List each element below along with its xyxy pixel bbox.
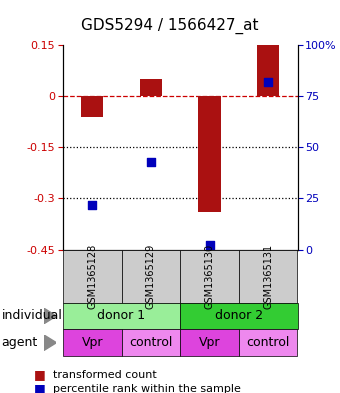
Text: GSM1365128: GSM1365128 <box>87 243 97 309</box>
Text: GSM1365131: GSM1365131 <box>263 244 273 309</box>
Text: GSM1365129: GSM1365129 <box>146 243 156 309</box>
Text: agent: agent <box>2 336 38 349</box>
Bar <box>198 96 221 212</box>
Polygon shape <box>44 335 56 351</box>
Point <box>89 202 95 208</box>
Bar <box>140 79 162 96</box>
Text: Vpr: Vpr <box>199 336 220 349</box>
Text: percentile rank within the sample: percentile rank within the sample <box>53 384 241 393</box>
Text: control: control <box>246 336 290 349</box>
Bar <box>257 45 279 96</box>
Text: donor 1: donor 1 <box>98 309 146 323</box>
Text: donor 2: donor 2 <box>215 309 263 323</box>
Text: ■: ■ <box>34 382 46 393</box>
Point <box>148 158 154 165</box>
Text: transformed count: transformed count <box>53 369 156 380</box>
Polygon shape <box>44 308 56 324</box>
Point <box>207 242 212 249</box>
Text: control: control <box>129 336 173 349</box>
Point <box>266 79 271 85</box>
Text: GDS5294 / 1566427_at: GDS5294 / 1566427_at <box>81 18 259 34</box>
Text: individual: individual <box>2 309 63 323</box>
Bar <box>81 96 103 117</box>
Text: ■: ■ <box>34 368 46 381</box>
Text: GSM1365130: GSM1365130 <box>205 244 215 309</box>
Text: Vpr: Vpr <box>82 336 103 349</box>
